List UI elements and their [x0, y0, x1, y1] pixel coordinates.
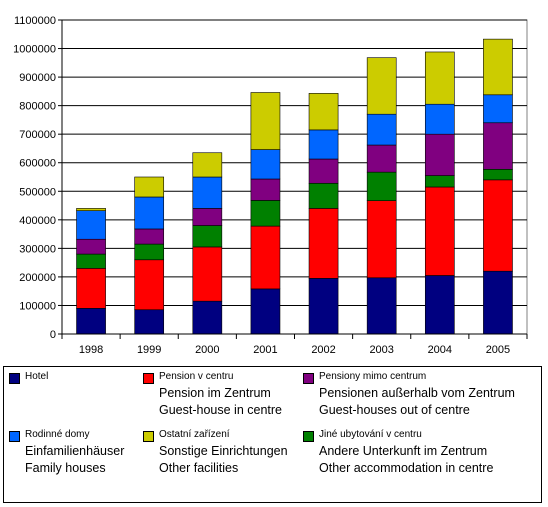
y-tick-label: 800000 — [19, 101, 56, 113]
legend-swatch — [303, 431, 314, 442]
bar-segment — [366, 171, 397, 201]
x-tick-label: 2005 — [486, 344, 510, 356]
bar-segment — [424, 133, 455, 176]
bar-segment — [424, 275, 455, 335]
bar-segment — [192, 246, 223, 302]
bar-segment — [308, 182, 339, 209]
stacked-bar-chart: 0 100000 200000 300000 400000 500000 600000 700… — [13, 15, 528, 356]
bar-segment — [76, 238, 106, 255]
y-tick-label: 300000 — [19, 243, 56, 255]
legend-label: Ostatní zařízení — [159, 429, 230, 440]
bar-segment — [192, 300, 223, 335]
plot-area — [61, 19, 528, 335]
legend-sublabel: Pension im Zentrum — [159, 386, 271, 400]
bar-segment — [192, 176, 223, 209]
bar-segment — [483, 168, 513, 181]
legend-label: Jiné ubytování v centru — [319, 429, 422, 440]
x-tick-label: 2000 — [195, 344, 219, 356]
x-tick-label: 1998 — [79, 344, 103, 356]
bar-segment — [483, 270, 513, 335]
y-tick-label: 1100000 — [14, 15, 56, 27]
x-tick-label: 2003 — [369, 344, 393, 356]
bar-segment — [134, 176, 165, 198]
bar-segment — [366, 113, 397, 146]
bar-segment — [250, 200, 281, 227]
bar-segment — [483, 122, 513, 170]
bar-segment — [134, 243, 165, 261]
bar-segment — [250, 149, 281, 180]
legend-label: Pension v centru — [159, 371, 234, 382]
bar-segment — [366, 277, 397, 335]
bar-segment — [308, 158, 339, 184]
legend-sublabel: Family houses — [25, 461, 106, 475]
bar-segment — [250, 92, 281, 150]
legend-label: Pensiony mimo centrum — [319, 371, 427, 382]
y-tick-label: 200000 — [19, 272, 56, 284]
bar-segment — [424, 186, 455, 276]
bar-segment — [250, 225, 281, 290]
bar-segment — [308, 93, 339, 131]
bar-segment — [424, 175, 455, 188]
bar-segment — [76, 210, 106, 240]
bar-segment — [366, 57, 397, 115]
y-tick-label: 600000 — [19, 158, 56, 170]
x-tick-label: 2001 — [253, 344, 277, 356]
legend-swatch — [303, 373, 314, 384]
x-tick-label: 1999 — [137, 344, 161, 356]
y-tick-label: 700000 — [19, 129, 56, 141]
legend-sublabel: Einfamilienhäuser — [25, 444, 125, 458]
legend-sublabel: Guest-house in centre — [159, 403, 282, 417]
bar-segment — [76, 308, 106, 335]
legend-label: Rodinné domy — [25, 429, 90, 440]
bar-segment — [134, 196, 165, 230]
bar-segment — [76, 208, 106, 211]
bar-segment — [192, 152, 223, 178]
legend-swatch — [143, 431, 154, 442]
bar-segment — [76, 268, 106, 309]
legend-sublabel: Andere Unterkunft im Zentrum — [319, 444, 488, 458]
bar-segment — [250, 178, 281, 201]
bar-segment — [424, 51, 455, 105]
y-tick-label: 500000 — [19, 186, 56, 198]
bar-segment — [192, 208, 223, 226]
legend-swatch — [9, 373, 20, 384]
x-tick-label: 2002 — [311, 344, 335, 356]
bar-segment — [483, 38, 513, 96]
legend-sublabel: Guest-houses out of centre — [319, 403, 470, 417]
bar-segment — [366, 200, 397, 279]
y-tick-label: 0 — [50, 329, 56, 341]
legend: Hotel Pension v centru Pension im Zentrum G… — [3, 366, 542, 503]
y-tick-label: 1000000 — [13, 44, 56, 56]
x-tick-label: 2004 — [428, 344, 452, 356]
bar-segment — [308, 129, 339, 160]
bar-segment — [483, 94, 513, 124]
axes: 0 100000 200000 300000 400000 500000 600000 700… — [13, 15, 528, 356]
y-tick-label: 900000 — [19, 72, 56, 84]
legend-sublabel: Other facilities — [159, 461, 239, 475]
y-tick-label: 100000 — [19, 300, 56, 312]
legend-sublabel: Pensionen außerhalb vom Zentrum — [319, 386, 515, 400]
bar-segment — [134, 309, 165, 335]
bar-segment — [134, 259, 165, 311]
legend-swatch — [9, 431, 20, 442]
bar-segment — [424, 103, 455, 135]
bar-segment — [192, 225, 223, 248]
legend-sublabel: Other accommodation in centre — [319, 461, 494, 475]
bar-segment — [308, 278, 339, 335]
bar-segment — [250, 288, 281, 335]
bars — [76, 38, 513, 335]
legend-sublabel: Sonstige Einrichtungen — [159, 444, 288, 458]
bar-segment — [134, 228, 165, 245]
bar-segment — [308, 208, 339, 279]
legend-swatch — [143, 373, 154, 384]
bar-segment — [366, 144, 397, 173]
bar-segment — [483, 179, 513, 272]
legend-label: Hotel — [25, 371, 49, 382]
y-tick-label: 400000 — [19, 215, 56, 227]
bar-segment — [76, 253, 106, 269]
